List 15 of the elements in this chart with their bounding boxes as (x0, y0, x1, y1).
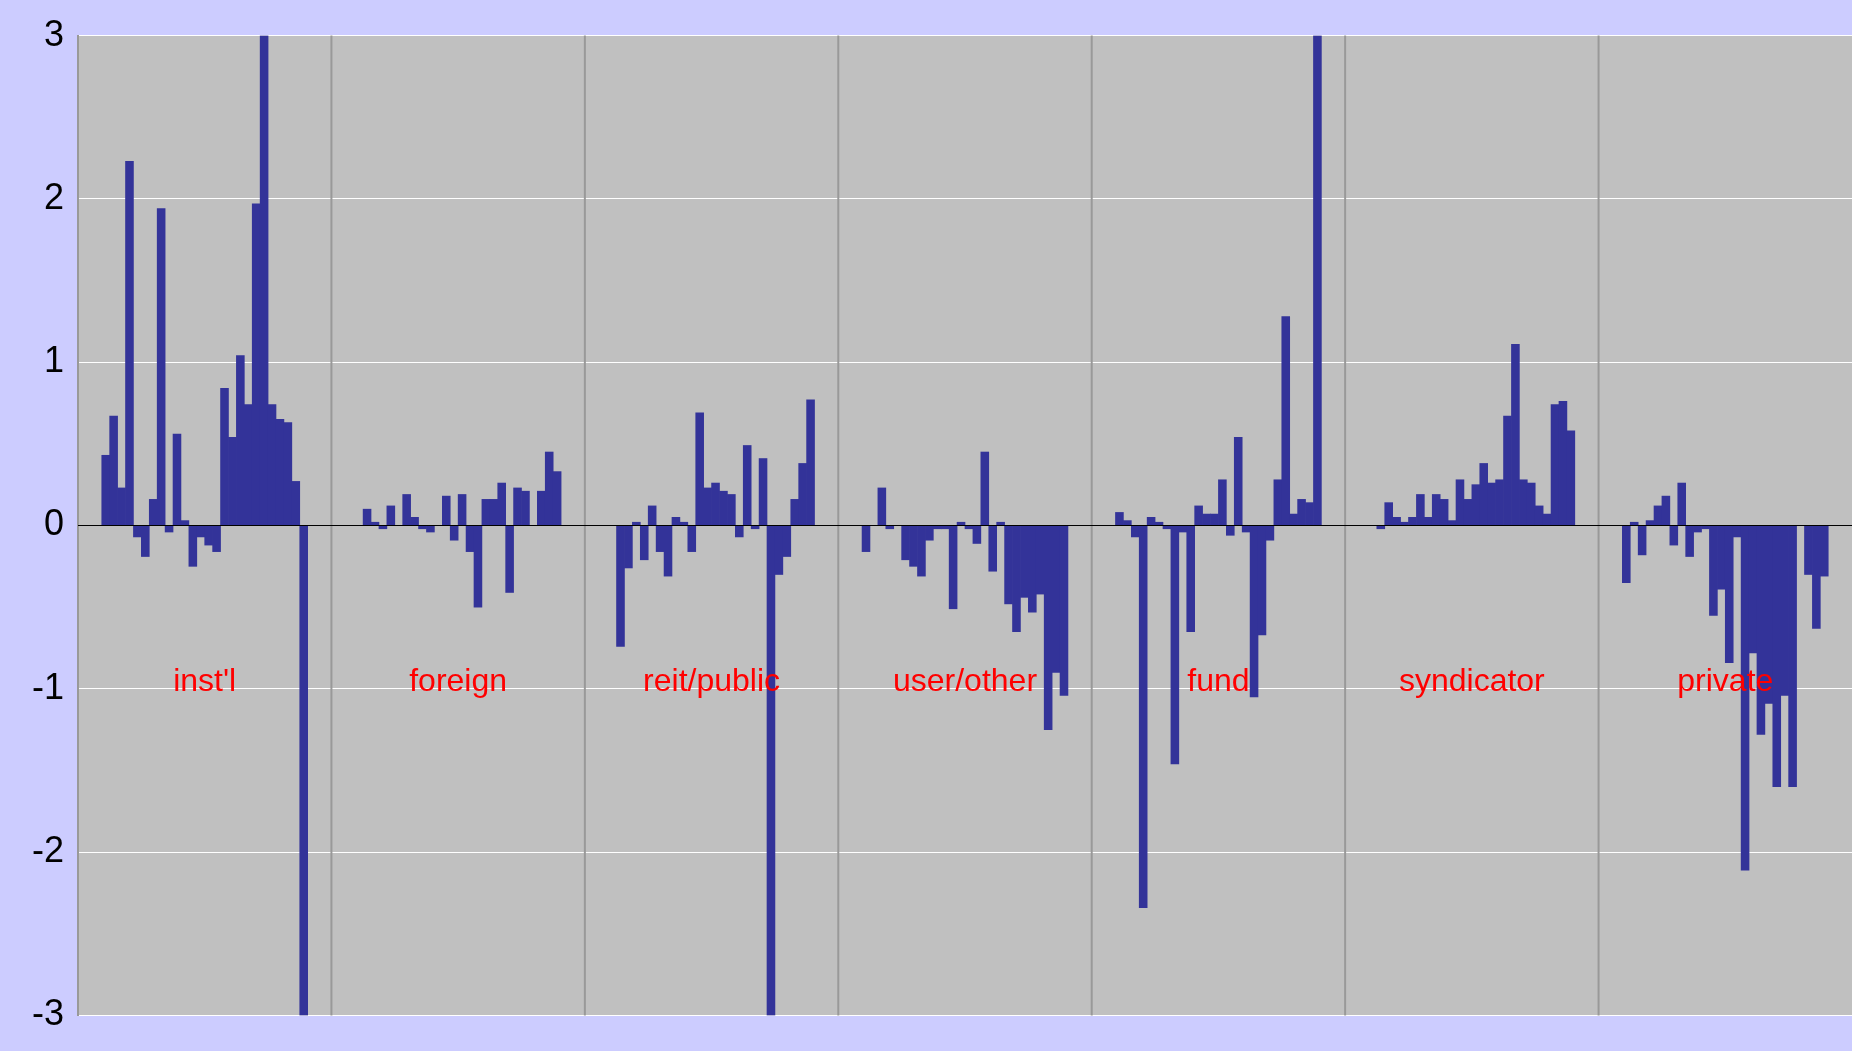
y-tick-label: -3 (31, 992, 64, 1034)
annotation: user/other (892, 662, 1038, 699)
y-tick-label: 1 (43, 339, 64, 381)
annotation: foreign (409, 662, 508, 699)
y-tick-label: 0 (43, 502, 64, 544)
annotation: syndicator (1398, 662, 1546, 699)
bar (457, 494, 467, 526)
annotation: inst'l (173, 662, 237, 699)
y-tick-label: -2 (31, 829, 64, 871)
y-tick-label: 2 (43, 175, 64, 217)
bar (758, 458, 768, 526)
bar (861, 525, 871, 552)
annotation: fund (1187, 662, 1250, 699)
y-tick-label: -1 (31, 665, 64, 707)
y-tick-label: 3 (43, 12, 64, 54)
